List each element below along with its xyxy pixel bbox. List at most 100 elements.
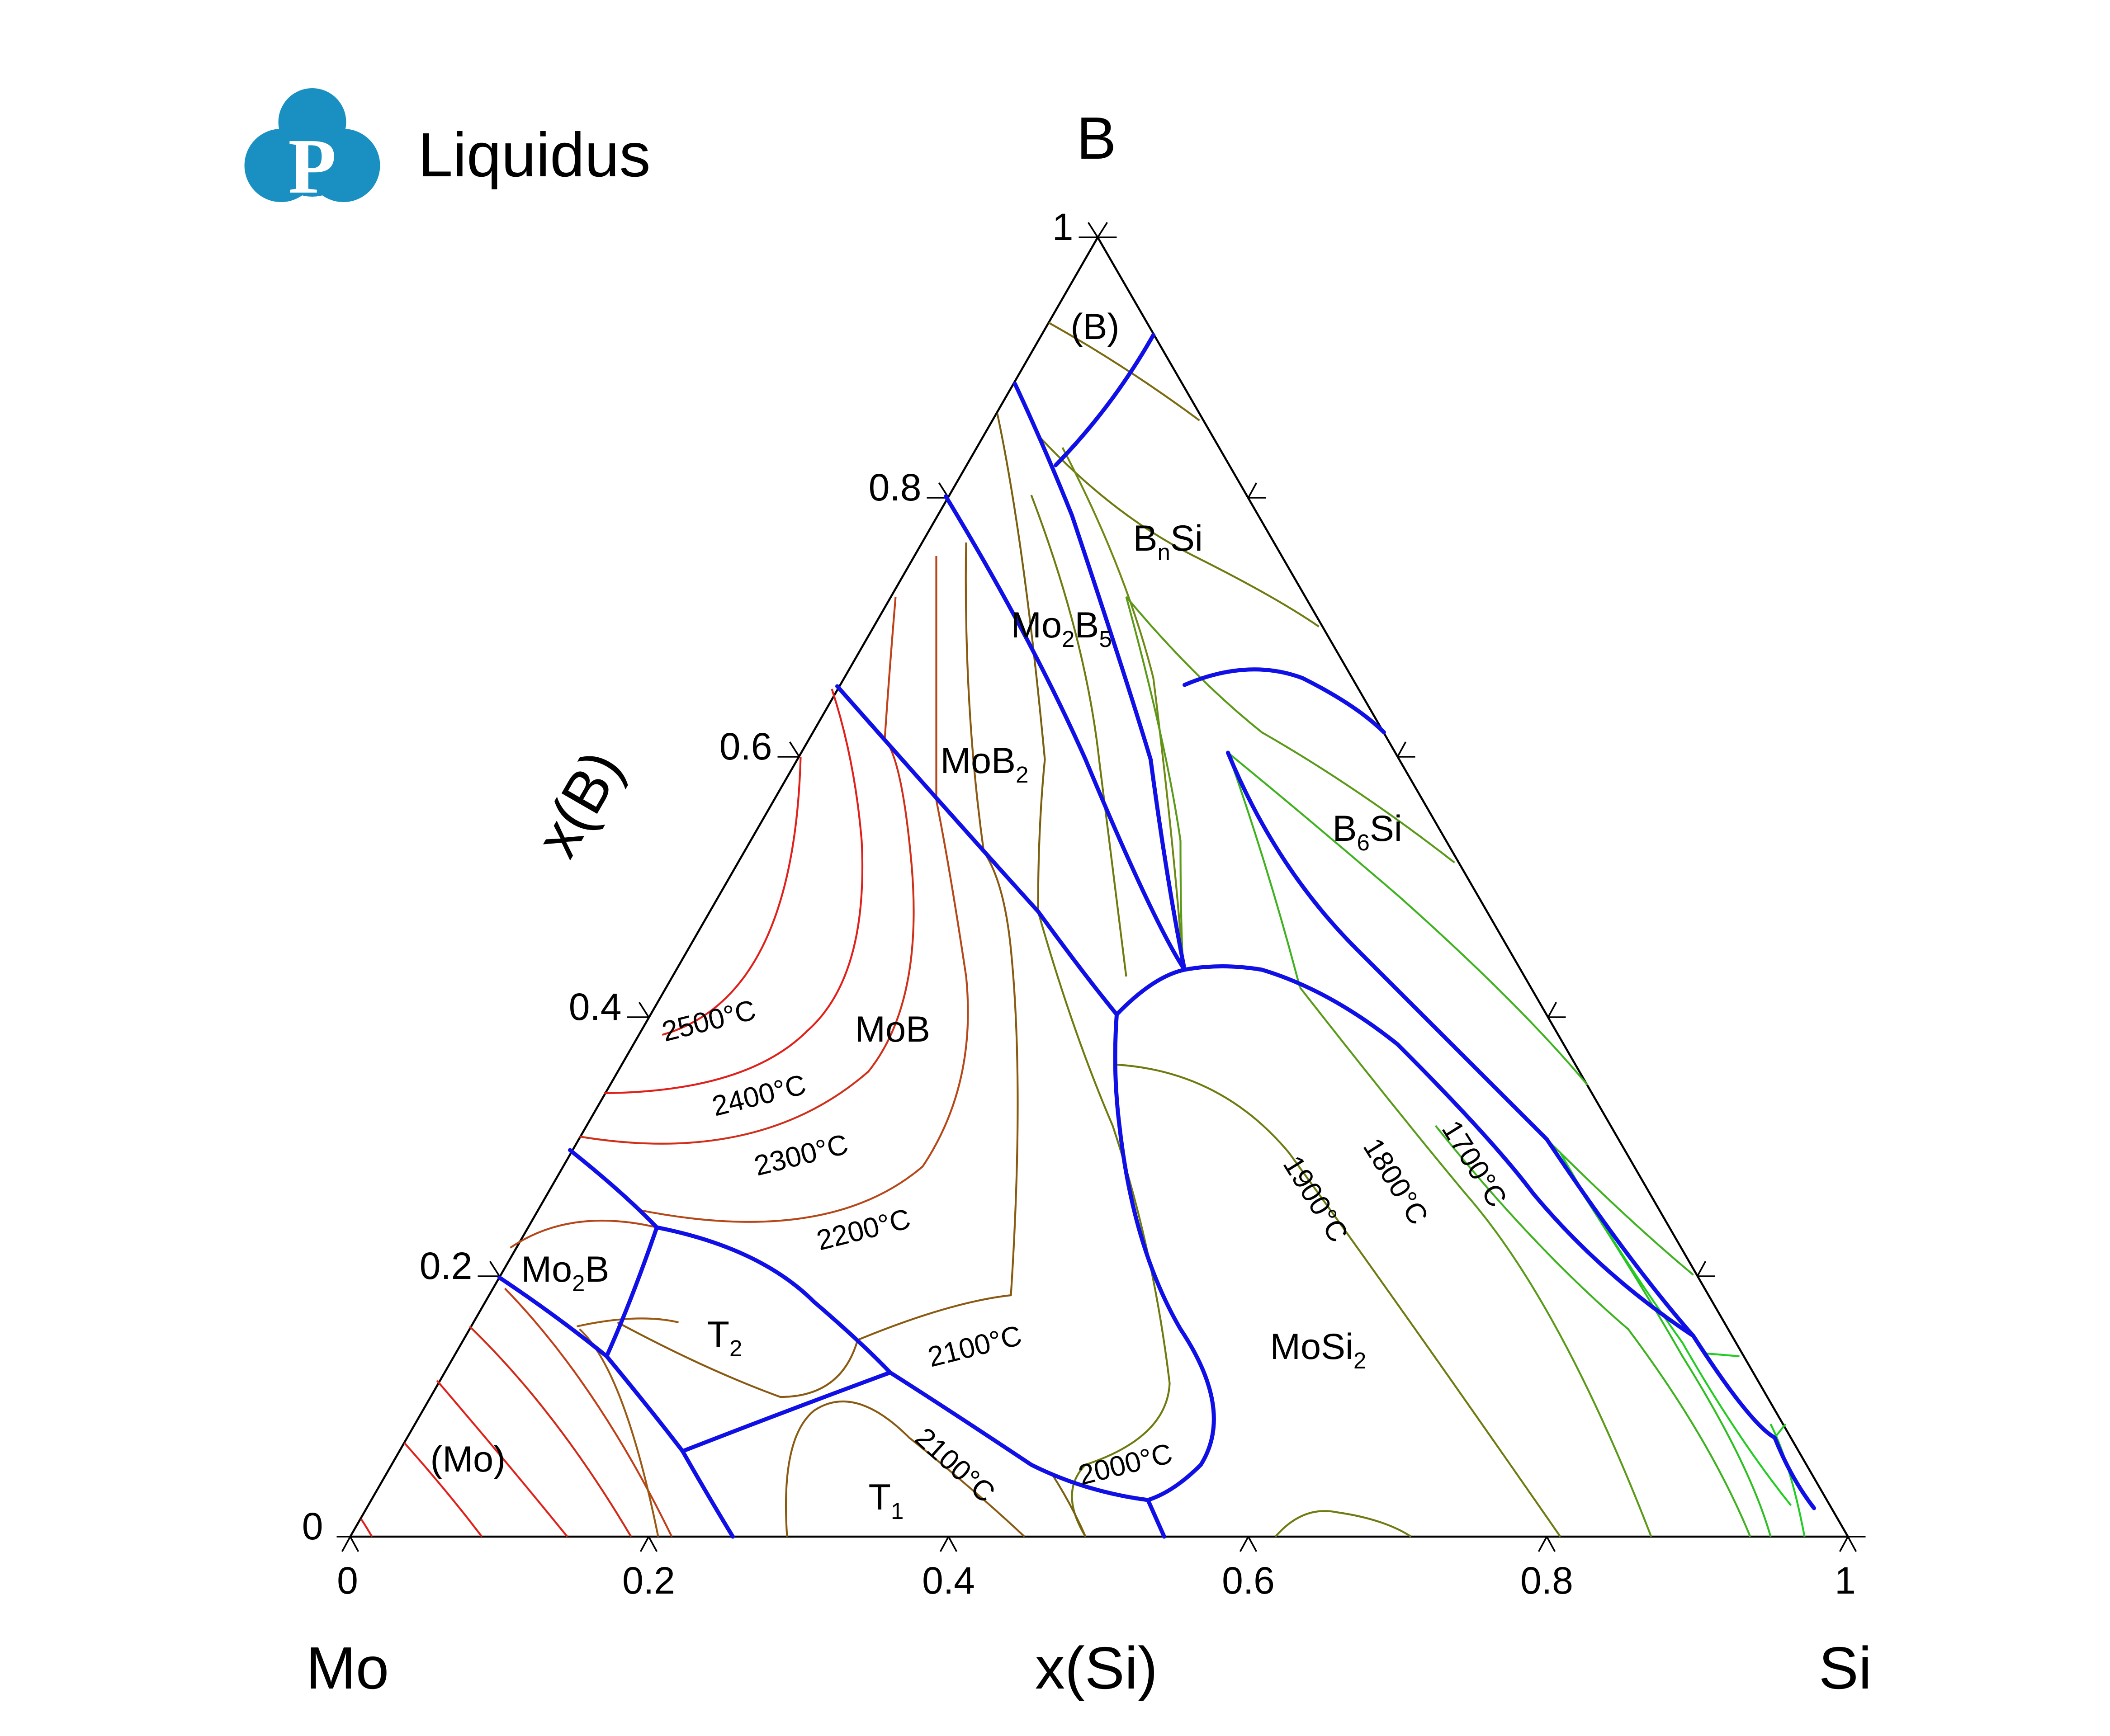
isotherm-curve <box>785 1400 1025 1538</box>
bottom-ticks <box>336 1536 1866 1552</box>
isotherm-label-1900: 1900°C <box>1277 1150 1354 1248</box>
isotherm-curve <box>884 596 897 740</box>
y-axis-title: x(B) <box>523 740 635 868</box>
phase-boundary <box>888 1370 1150 1502</box>
isotherm-curve <box>857 542 1019 1341</box>
phase-boundary <box>497 1275 685 1453</box>
x-axis-title: x(Si) <box>1035 1635 1158 1701</box>
region-label-bnsi: BnSi <box>1133 518 1203 565</box>
phase-boundary <box>944 494 1187 972</box>
phase-boundary <box>1183 667 1386 735</box>
region-label-mob: MoB <box>855 1009 931 1050</box>
isotherm-label-2000: 2000°C <box>1075 1438 1176 1491</box>
region-label-mo2b: Mo2B <box>521 1249 610 1296</box>
bottom-tick-3: 0.6 <box>1222 1559 1275 1602</box>
phase-boundary <box>1013 382 1187 972</box>
triangle-frame <box>348 235 1850 1538</box>
logo-letter: P <box>288 123 336 210</box>
region-label-mo2b5: Mo2B5 <box>1011 605 1112 652</box>
bottom-tick-2: 0.4 <box>922 1559 975 1602</box>
isotherm-curve <box>577 1317 679 1328</box>
corner-label-top: B <box>1076 105 1116 171</box>
region-label-mo: (Mo) <box>431 1439 506 1480</box>
region-label-t1: T1 <box>869 1477 904 1524</box>
phase-boundary <box>681 1370 892 1453</box>
phase-boundary <box>835 684 1119 1017</box>
phase-boundaries <box>497 333 1816 1539</box>
isotherm-curve <box>617 1321 859 1398</box>
isotherm-curve <box>604 689 864 1094</box>
region-label-t2: T2 <box>707 1314 743 1361</box>
region-label-mosi2: MoSi2 <box>1270 1326 1367 1373</box>
isotherm-curve <box>996 413 1046 912</box>
isotherm-curve <box>436 1380 568 1538</box>
phase-boundary <box>1054 333 1155 467</box>
isotherm-label-1700: 1700°C <box>1436 1115 1513 1212</box>
isotherm-curve <box>1546 1138 1694 1276</box>
left-ticks <box>478 222 1117 1277</box>
isotherm-curve <box>1434 1125 1751 1537</box>
isotherm-curve <box>638 800 969 1223</box>
phase-boundary <box>1113 1012 1216 1502</box>
isotherm-label-2200: 2200°C <box>814 1203 914 1257</box>
logo-icon: P <box>244 88 380 210</box>
isotherm-curve <box>579 1328 659 1537</box>
isotherm-curve <box>1125 596 1455 863</box>
region-label-b: (B) <box>1071 307 1120 347</box>
isotherm-label-2500: 2500°C <box>659 994 759 1048</box>
isotherm-curve <box>1061 447 1184 970</box>
isotherm-curve <box>579 738 915 1145</box>
isotherm-curve <box>1707 1352 1740 1358</box>
left-tick-1: 0.2 <box>420 1245 473 1287</box>
isotherm-curve <box>1030 495 1127 977</box>
left-tick-2: 0.4 <box>569 986 622 1028</box>
isotherm-curve <box>1117 1063 1561 1538</box>
phase-boundary <box>1115 967 1187 1017</box>
corner-label-left: Mo <box>306 1635 389 1701</box>
isotherm-curve <box>1227 752 1301 988</box>
isotherm-curve <box>1299 986 1652 1537</box>
isotherm-label-2100-a: 2100°C <box>925 1320 1025 1373</box>
isotherm-curve <box>1038 436 1320 627</box>
isotherm-curve <box>403 1442 483 1538</box>
isotherm-curve <box>1048 322 1200 421</box>
phase-boundary <box>655 1225 892 1375</box>
diagram-title: Liquidus <box>418 120 651 190</box>
isotherm-curve <box>1274 1510 1412 1538</box>
isotherm-curve <box>510 1219 657 1249</box>
right-ticks <box>1247 482 1715 1277</box>
isotherm-label-2300: 2300°C <box>751 1128 852 1182</box>
region-label-b6si: B6Si <box>1333 808 1402 855</box>
isotherm-label-1800: 1800°C <box>1357 1132 1434 1230</box>
isotherm-curve <box>360 1518 373 1538</box>
bottom-tick-5: 1 <box>1835 1559 1856 1602</box>
phase-boundary <box>1226 750 1695 1338</box>
isotherm-curve <box>504 1288 673 1537</box>
phase-boundary <box>1183 964 1695 1338</box>
phase-boundary <box>568 1148 659 1230</box>
region-label-mob2: MoB2 <box>941 741 1029 788</box>
left-tick-5: 1 <box>1052 206 1074 248</box>
bottom-tick-4: 0.8 <box>1520 1559 1573 1602</box>
isotherm-curve <box>1125 596 1184 970</box>
isotherm-curve <box>1559 1152 1792 1506</box>
phase-boundary <box>1691 1334 1816 1510</box>
left-tick-0: 0 <box>302 1505 323 1547</box>
phase-boundary <box>605 1225 659 1359</box>
isotherm-curve <box>1227 752 1589 1086</box>
corner-label-right: Si <box>1819 1635 1872 1701</box>
bottom-tick-0: 0 <box>337 1559 358 1602</box>
isotherm-curve <box>469 1326 632 1538</box>
phase-boundary <box>1146 1498 1166 1539</box>
isotherm-lines <box>360 322 1806 1538</box>
phase-boundary <box>681 1449 735 1539</box>
bottom-tick-1: 0.2 <box>622 1559 675 1602</box>
isotherm-curve <box>1774 1423 1787 1439</box>
left-tick-3: 0.6 <box>719 725 772 768</box>
isotherm-curve <box>1037 911 1171 1538</box>
isotherm-curve <box>1546 1138 1772 1537</box>
left-tick-4: 0.8 <box>869 466 922 509</box>
isotherm-curve <box>1052 1475 1087 1537</box>
isotherm-curve <box>662 756 802 1036</box>
